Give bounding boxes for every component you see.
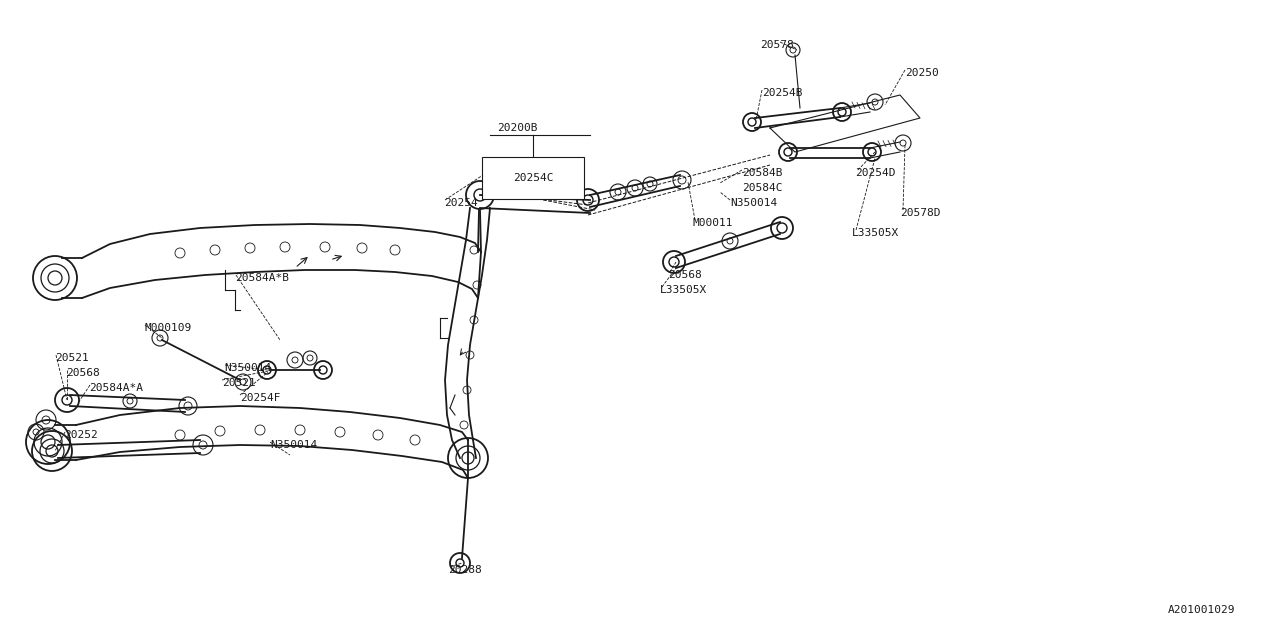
Text: L33505X: L33505X [660, 285, 708, 295]
Text: 20521: 20521 [55, 353, 88, 363]
Text: 20288: 20288 [448, 565, 481, 575]
Text: 20200B: 20200B [497, 123, 538, 133]
Text: 20584B: 20584B [742, 168, 782, 178]
Text: 20521: 20521 [221, 378, 256, 388]
Text: M000109: M000109 [145, 323, 191, 333]
Text: 20254B: 20254B [762, 88, 803, 98]
Text: N350014: N350014 [730, 198, 777, 208]
Text: A201001029: A201001029 [1167, 605, 1235, 615]
Text: L33505X: L33505X [852, 228, 900, 238]
Text: 20584A*B: 20584A*B [236, 273, 289, 283]
Text: 20254D: 20254D [855, 168, 896, 178]
Text: 20568: 20568 [668, 270, 701, 280]
Text: 20250: 20250 [905, 68, 938, 78]
Text: 20254F: 20254F [241, 393, 280, 403]
Text: 20568: 20568 [67, 368, 100, 378]
Text: N350014: N350014 [224, 363, 271, 373]
Text: 20254: 20254 [444, 198, 477, 208]
FancyBboxPatch shape [483, 157, 584, 199]
Text: N350014: N350014 [270, 440, 317, 450]
Text: 20252: 20252 [64, 430, 97, 440]
Text: 20578D: 20578D [900, 208, 941, 218]
Text: M00011: M00011 [692, 218, 732, 228]
Text: 20584A*A: 20584A*A [90, 383, 143, 393]
Text: 20578: 20578 [760, 40, 794, 50]
Text: 20254C: 20254C [513, 173, 553, 183]
Text: 20584C: 20584C [742, 183, 782, 193]
